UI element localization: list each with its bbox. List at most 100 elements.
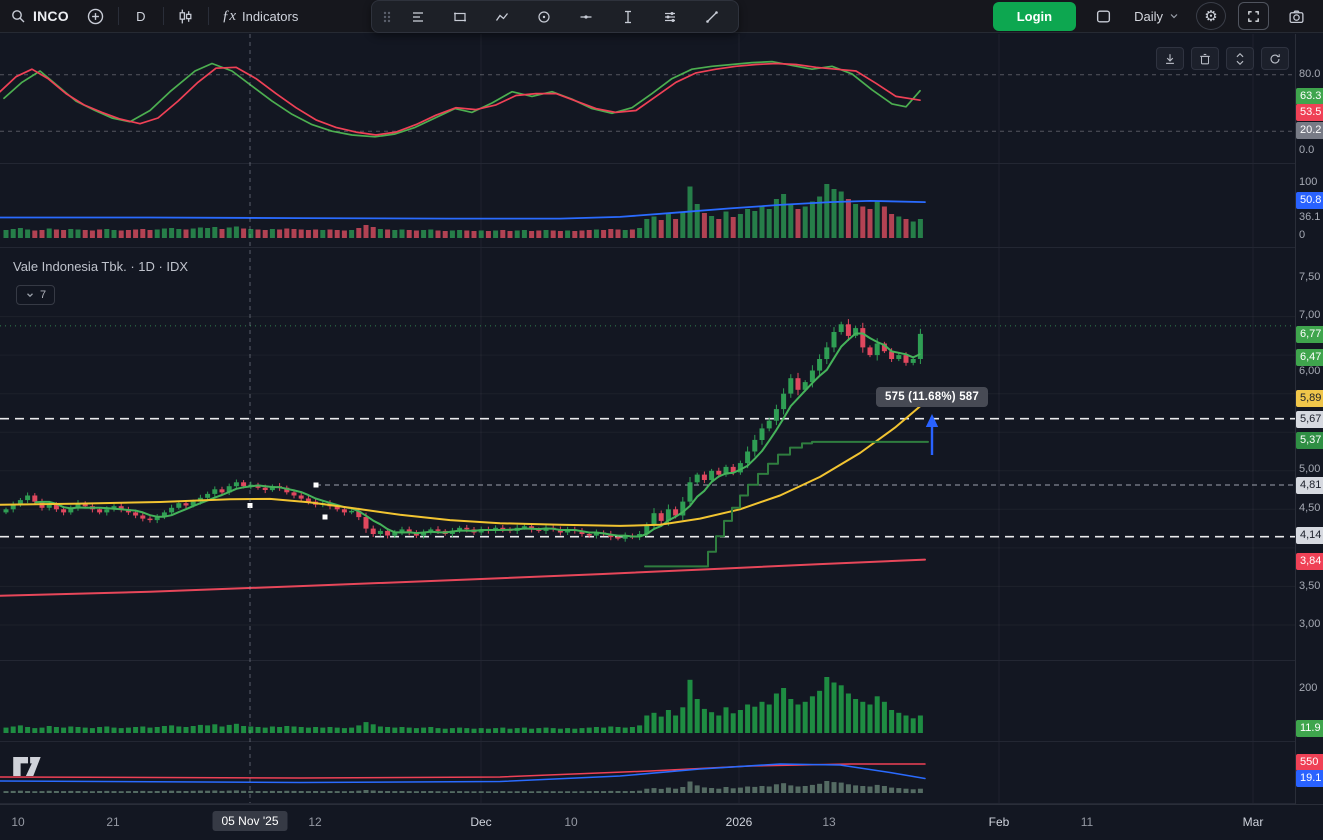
time-label: Feb: [988, 815, 1010, 829]
time-label: Dec: [470, 815, 492, 829]
plus-icon: [88, 8, 104, 24]
measure-tool[interactable]: [610, 4, 646, 30]
time-label: Mar: [1242, 815, 1264, 829]
axis-value: 3,00: [1299, 618, 1321, 630]
toolbar-divider: [162, 7, 164, 25]
gear-icon: ⚙: [1204, 7, 1218, 25]
top-toolbar: INCO D ƒx Indicators: [0, 0, 1323, 33]
time-axis[interactable]: 10 21 05 Nov '25 12 Dec 10 2026 13 Feb 11 Mar: [0, 804, 1323, 840]
toolbar-divider: [207, 7, 209, 25]
screenshot-button[interactable]: [1281, 3, 1311, 30]
layout-button[interactable]: [1088, 3, 1118, 30]
ellipse-tool[interactable]: [526, 4, 562, 30]
timeframe-label: Daily: [1134, 8, 1163, 24]
axis-value: 36.1: [1299, 211, 1321, 223]
polyline-tool[interactable]: [484, 4, 520, 30]
lines-tool[interactable]: [400, 4, 436, 30]
timeframe-dropdown[interactable]: Daily: [1130, 9, 1184, 24]
time-label: 21: [106, 815, 120, 829]
chevron-down-icon: [1170, 14, 1178, 19]
tradingview-logo[interactable]: [13, 757, 43, 776]
drag-handle[interactable]: [380, 9, 394, 25]
axis-value: 4,50: [1299, 502, 1321, 514]
pane-down-icon: [1166, 53, 1174, 64]
fullscreen-icon: [1248, 10, 1259, 22]
axis-price-badge: 3,84: [1296, 553, 1323, 570]
trash-icon: [1200, 53, 1210, 64]
axis-value: 7,00: [1299, 309, 1321, 321]
trendline-tool[interactable]: [694, 4, 730, 30]
symbol-search-button[interactable]: INCO: [6, 3, 79, 30]
login-button[interactable]: Login: [992, 1, 1077, 31]
symbol-description[interactable]: Vale Indonesia Tbk. · 1D · IDX: [13, 259, 189, 274]
axis-price-badge: 5,89: [1296, 390, 1323, 407]
axis-price-badge: 4,81: [1296, 477, 1323, 494]
time-label: 10: [11, 815, 25, 829]
maximize-pane-button[interactable]: [1226, 47, 1254, 70]
indicators-button[interactable]: ƒx Indicators: [216, 3, 305, 30]
horizontal-line-tool[interactable]: [568, 4, 604, 30]
axis-price-badge: 6,77: [1296, 326, 1323, 343]
polyline-tool-icon: [495, 12, 509, 21]
indicators-collapsed-pill[interactable]: 7: [16, 285, 56, 305]
tv-logo-icon: [13, 757, 41, 776]
axis-value: 80.0: [1299, 68, 1321, 80]
axis-value: 100: [1299, 176, 1318, 188]
lines-tool-icon: [413, 11, 423, 22]
axis-price-badge: 6,47: [1296, 349, 1323, 366]
fullscreen-button[interactable]: [1238, 2, 1269, 30]
pane-controls: [1156, 47, 1289, 70]
interval-button[interactable]: D: [126, 3, 156, 30]
chevron-down-icon: [27, 293, 33, 298]
axis-price-badge: 550: [1296, 754, 1323, 771]
indicators-label: Indicators: [241, 8, 299, 24]
restore-pane-button[interactable]: [1261, 47, 1289, 70]
interval-label: D: [136, 8, 146, 24]
search-icon: [12, 10, 25, 23]
delete-pane-button[interactable]: [1191, 47, 1219, 70]
time-label: 13: [822, 815, 836, 829]
axis-value: 5,00: [1299, 463, 1321, 475]
time-label: 12: [308, 815, 322, 829]
axis-price-badge: 4,14: [1296, 527, 1323, 544]
settings-button[interactable]: ⚙: [1196, 2, 1226, 30]
toolbar-divider: [117, 7, 119, 25]
drag-handle-icon: [383, 11, 391, 22]
horizontal-line-tool-icon: [580, 14, 592, 19]
ellipse-tool-icon: [538, 10, 550, 23]
collapse-icon: [1236, 52, 1244, 65]
axis-value: 7,50: [1299, 271, 1321, 283]
restore-icon: [1270, 53, 1280, 64]
axis-price-badge: 19.1: [1296, 770, 1323, 787]
price-axis[interactable]: 80.0 0.0 100 36.1 0 7,50 7,00 6,00 5,00 4,50 3,50 3…: [1296, 34, 1323, 803]
rectangle-tool[interactable]: [442, 4, 478, 30]
time-label: 10: [564, 815, 578, 829]
axis-price-badge: 63.3: [1296, 88, 1323, 105]
indicator-count: 7: [40, 289, 47, 301]
measure-tooltip: 575 (11.68%) 587: [876, 387, 988, 407]
symbol-ticker: INCO: [33, 8, 69, 24]
selected-date-label: 05 Nov '25: [212, 811, 288, 831]
axis-value: 0.0: [1299, 144, 1315, 156]
move-pane-down-button[interactable]: [1156, 47, 1184, 70]
sliders-tool-icon: [665, 11, 675, 22]
camera-icon: [1288, 10, 1304, 23]
axis-price-badge: 5,67: [1296, 411, 1323, 428]
measure-tool-icon: [625, 10, 631, 23]
axis-price-badge: 5,37: [1296, 432, 1323, 449]
rectangle-tool-icon: [454, 12, 466, 21]
axis-value: 3,50: [1299, 580, 1321, 592]
layout-icon: [1096, 9, 1110, 23]
add-symbol-button[interactable]: [81, 3, 111, 30]
fx-icon: ƒx: [221, 7, 236, 24]
trendline-tool-icon: [706, 10, 718, 23]
chart-style-button[interactable]: [171, 3, 201, 30]
time-label: 11: [1080, 815, 1094, 829]
drawing-toolbar: [371, 0, 739, 33]
sliders-tool[interactable]: [652, 4, 688, 30]
toolbar-right: Login Daily ⚙: [992, 1, 1317, 31]
chart-style-icon: [179, 9, 192, 23]
axis-price-badge: 20.2: [1296, 122, 1323, 139]
